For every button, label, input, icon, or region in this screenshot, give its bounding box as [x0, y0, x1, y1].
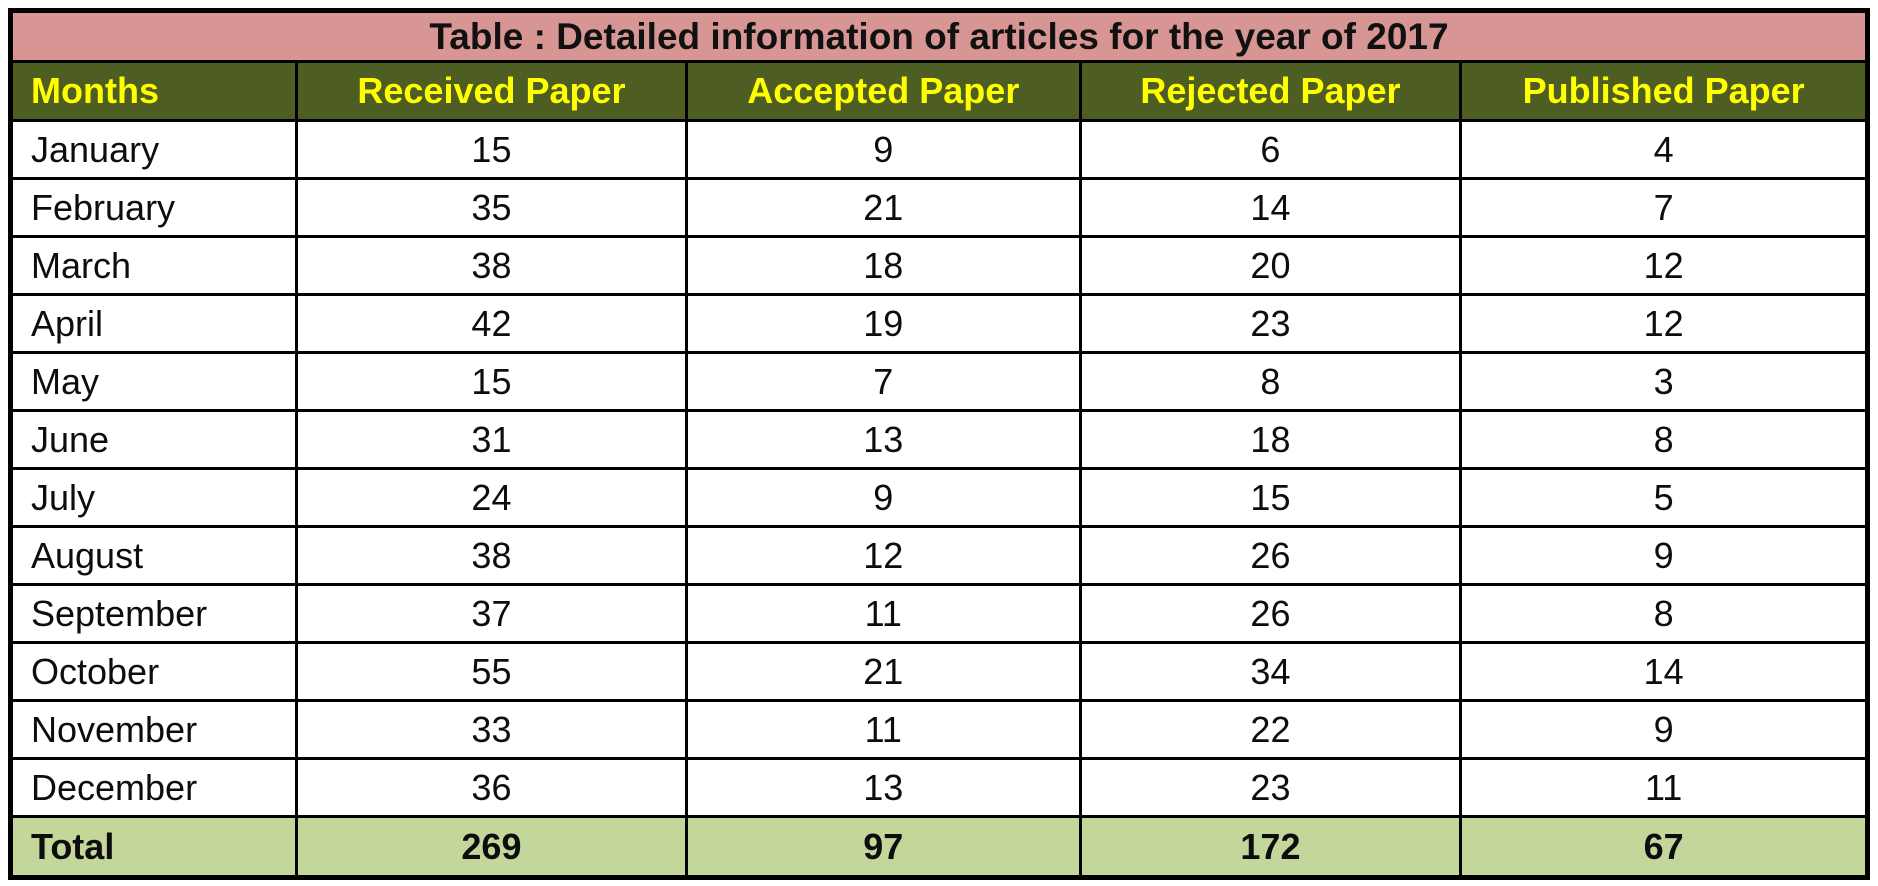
rejected-cell: 26: [1078, 583, 1463, 644]
rejected-cell: 8: [1078, 351, 1463, 412]
received-cell: 31: [294, 409, 688, 470]
table-row-february: February 35 21 14 7: [9, 177, 1869, 238]
accepted-cell: 11: [684, 583, 1082, 644]
total-received: 269: [294, 815, 688, 879]
table-row-september: September 37 11 26 8: [9, 583, 1869, 644]
accepted-cell: 11: [684, 699, 1082, 760]
rejected-cell: 18: [1078, 409, 1463, 470]
received-cell: 15: [294, 119, 688, 180]
column-header-received: Received Paper: [294, 60, 688, 122]
rejected-cell: 23: [1078, 293, 1463, 354]
month-cell: November: [9, 699, 298, 760]
table-row-october: October 55 21 34 14: [9, 641, 1869, 702]
month-cell: May: [9, 351, 298, 412]
table-row-january: January 15 9 6 4: [9, 119, 1869, 180]
column-header-rejected: Rejected Paper: [1078, 60, 1463, 122]
published-cell: 7: [1459, 177, 1869, 238]
rejected-cell: 15: [1078, 467, 1463, 528]
table-total-row: Total 269 97 172 67: [9, 815, 1869, 879]
accepted-cell: 12: [684, 525, 1082, 586]
month-cell: January: [9, 119, 298, 180]
published-cell: 5: [1459, 467, 1869, 528]
table-row-november: November 33 11 22 9: [9, 699, 1869, 760]
table-row-march: March 38 18 20 12: [9, 235, 1869, 296]
month-cell: June: [9, 409, 298, 470]
accepted-cell: 13: [684, 757, 1082, 818]
rejected-cell: 26: [1078, 525, 1463, 586]
month-cell: August: [9, 525, 298, 586]
published-cell: 12: [1459, 235, 1869, 296]
month-cell: July: [9, 467, 298, 528]
published-cell: 9: [1459, 699, 1869, 760]
table-title-row: Table : Detailed information of articles…: [9, 9, 1869, 63]
total-published: 67: [1459, 815, 1869, 879]
published-cell: 8: [1459, 583, 1869, 644]
articles-2017-table: Table : Detailed information of articles…: [8, 8, 1870, 880]
column-header-published: Published Paper: [1459, 60, 1869, 122]
rejected-cell: 20: [1078, 235, 1463, 296]
table-row-june: June 31 13 18 8: [9, 409, 1869, 470]
published-cell: 4: [1459, 119, 1869, 180]
rejected-cell: 22: [1078, 699, 1463, 760]
month-cell: February: [9, 177, 298, 238]
column-header-months: Months: [9, 60, 298, 122]
table-row-august: August 38 12 26 9: [9, 525, 1869, 586]
table-row-april: April 42 19 23 12: [9, 293, 1869, 354]
table-row-december: December 36 13 23 11: [9, 757, 1869, 818]
month-cell: October: [9, 641, 298, 702]
received-cell: 37: [294, 583, 688, 644]
table-row-july: July 24 9 15 5: [9, 467, 1869, 528]
published-cell: 9: [1459, 525, 1869, 586]
table-title: Table : Detailed information of articles…: [9, 9, 1869, 63]
rejected-cell: 23: [1078, 757, 1463, 818]
accepted-cell: 9: [684, 119, 1082, 180]
published-cell: 8: [1459, 409, 1869, 470]
received-cell: 38: [294, 235, 688, 296]
month-cell: December: [9, 757, 298, 818]
published-cell: 3: [1459, 351, 1869, 412]
month-cell: April: [9, 293, 298, 354]
accepted-cell: 13: [684, 409, 1082, 470]
published-cell: 12: [1459, 293, 1869, 354]
accepted-cell: 7: [684, 351, 1082, 412]
received-cell: 15: [294, 351, 688, 412]
published-cell: 14: [1459, 641, 1869, 702]
rejected-cell: 14: [1078, 177, 1463, 238]
received-cell: 24: [294, 467, 688, 528]
published-cell: 11: [1459, 757, 1869, 818]
total-rejected: 172: [1078, 815, 1463, 879]
accepted-cell: 19: [684, 293, 1082, 354]
table-row-may: May 15 7 8 3: [9, 351, 1869, 412]
received-cell: 35: [294, 177, 688, 238]
total-label: Total: [9, 815, 298, 879]
rejected-cell: 6: [1078, 119, 1463, 180]
column-header-accepted: Accepted Paper: [684, 60, 1082, 122]
accepted-cell: 18: [684, 235, 1082, 296]
received-cell: 42: [294, 293, 688, 354]
total-accepted: 97: [684, 815, 1082, 879]
received-cell: 36: [294, 757, 688, 818]
received-cell: 33: [294, 699, 688, 760]
rejected-cell: 34: [1078, 641, 1463, 702]
month-cell: March: [9, 235, 298, 296]
accepted-cell: 9: [684, 467, 1082, 528]
accepted-cell: 21: [684, 177, 1082, 238]
received-cell: 38: [294, 525, 688, 586]
accepted-cell: 21: [684, 641, 1082, 702]
month-cell: September: [9, 583, 298, 644]
received-cell: 55: [294, 641, 688, 702]
table-header-row: Months Received Paper Accepted Paper Rej…: [9, 60, 1869, 122]
